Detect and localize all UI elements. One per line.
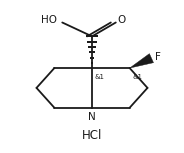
Text: HO: HO bbox=[41, 15, 57, 24]
Text: &1: &1 bbox=[133, 74, 143, 80]
Text: F: F bbox=[155, 52, 161, 62]
Text: N: N bbox=[88, 112, 96, 122]
Polygon shape bbox=[130, 54, 153, 68]
Text: &1: &1 bbox=[95, 74, 105, 80]
Text: O: O bbox=[118, 15, 126, 24]
Text: HCl: HCl bbox=[82, 129, 102, 142]
